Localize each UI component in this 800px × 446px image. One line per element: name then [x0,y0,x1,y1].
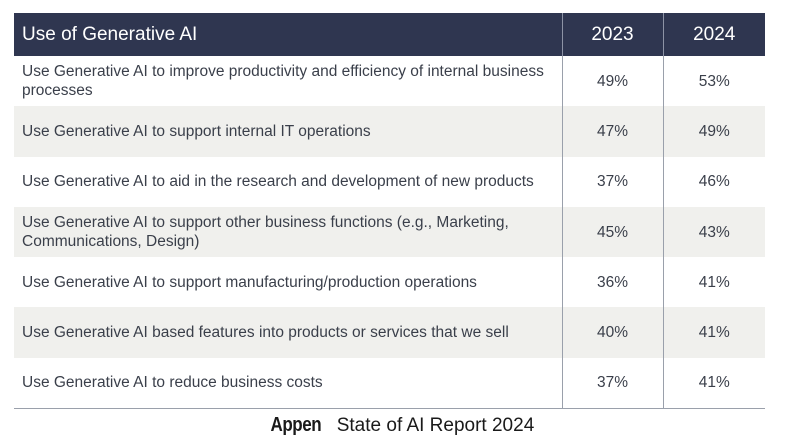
table-row: Use Generative AI to support internal IT… [14,106,765,157]
row-label: Use Generative AI to support manufacturi… [22,273,477,291]
survey-table: Use of Generative AI 2023 2024 Use Gener… [14,13,765,410]
table-body: Use Generative AI to improve productivit… [14,56,765,410]
value-2023: 45% [561,206,663,258]
value-2023: 37% [561,156,663,207]
value-2023: 37% [561,357,663,410]
header-2024: 2024 [662,13,765,56]
value-2023: 40% [561,307,663,358]
table-row: Use Generative AI to aid in the research… [14,156,765,207]
value-2024: 53% [662,56,765,107]
value-2024: 49% [662,106,765,157]
row-label: Use Generative AI based features into pr… [14,307,562,358]
value-2023: 47% [561,106,663,157]
row-label: Use Generative AI to support internal IT… [14,106,562,157]
header-2023: 2023 [561,13,663,56]
table-row: Use Generative AI based features into pr… [14,307,765,358]
row-label: Use Generative AI to support other busin… [14,206,562,258]
table-row: Use Generative AI to reduce business cos… [14,357,765,410]
value-2023: 49% [561,56,663,107]
table-row: Use Generative AI to improve productivit… [14,56,765,107]
value-2023: 36% [561,257,663,308]
table-header-row: Use of Generative AI 2023 2024 [14,13,765,56]
row-label: Use Generative AI to aid in the research… [22,173,534,191]
header-category: Use of Generative AI [14,13,562,56]
appen-logo: Appen [270,414,321,436]
value-2024: 43% [662,206,765,258]
value-2024: 41% [662,257,765,308]
table-row: Use Generative AI to support manufacturi… [14,257,765,308]
value-2024: 41% [662,307,765,358]
table-row: Use Generative AI to support other busin… [14,206,765,258]
value-2024: 41% [662,357,765,410]
row-label: Use Generative AI to improve productivit… [22,63,544,100]
footer: Appen State of AI Report 2024 [0,414,800,437]
row-label: Use Generative AI to reduce business cos… [14,357,562,410]
report-title: State of AI Report 2024 [336,415,535,436]
value-2024: 46% [662,156,765,207]
